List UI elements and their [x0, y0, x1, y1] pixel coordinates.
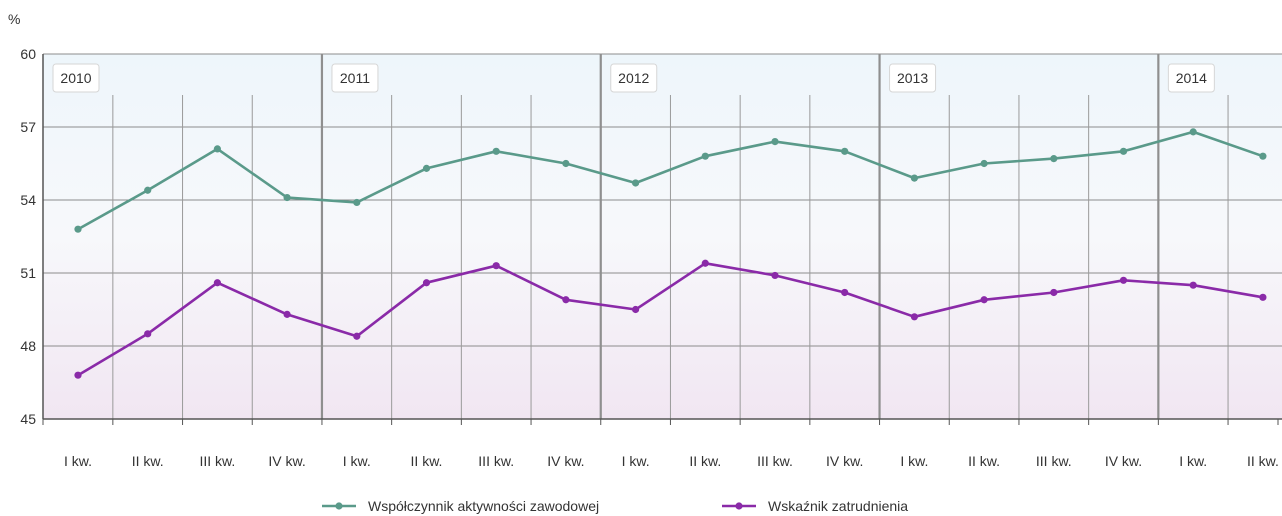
year-label-box	[1167, 63, 1215, 93]
year-label-box	[52, 63, 100, 93]
data-point	[701, 152, 709, 160]
legend-swatch-marker	[735, 502, 743, 510]
legend: Współczynnik aktywności zawodowej Wskaźni…	[322, 498, 908, 514]
y-tick-label: 51	[20, 265, 36, 281]
data-point	[1050, 288, 1058, 297]
data-point	[422, 164, 431, 172]
y-tick-label: 57	[20, 119, 36, 135]
data-point	[841, 288, 849, 297]
data-point	[283, 193, 291, 202]
year-label-box	[331, 63, 379, 93]
data-point	[771, 271, 779, 280]
y-tick-label: 60	[20, 46, 36, 62]
x-tick-label: II kw.	[968, 453, 1000, 469]
x-tick-label: I kw.	[900, 453, 928, 469]
x-tick-label: III kw.	[1036, 453, 1072, 469]
data-point	[562, 296, 570, 304]
data-point	[213, 145, 221, 153]
data-point	[1259, 152, 1267, 160]
y-tick-label: 45	[20, 411, 36, 427]
y-tick-label: 48	[20, 338, 36, 354]
x-tick-label: II kw.	[132, 453, 164, 469]
legend-label: Wskaźnik zatrudnienia	[768, 498, 908, 514]
data-point	[980, 159, 988, 168]
data-point	[74, 225, 82, 233]
y-axis: % 45 48 51 54 57 60	[8, 11, 44, 427]
data-point	[632, 179, 640, 187]
plot-background	[43, 54, 1282, 419]
x-tick-label: I kw.	[1179, 453, 1207, 469]
x-tick-label: II kw.	[411, 453, 443, 469]
grid-lines	[43, 53, 1282, 420]
data-point	[492, 262, 500, 270]
x-tick-label: II kw.	[689, 453, 721, 469]
year-label: 2014	[1176, 70, 1207, 86]
data-point	[1189, 281, 1197, 289]
data-point	[771, 138, 779, 146]
series-line	[77, 261, 1264, 377]
y-tick-label: 54	[20, 192, 36, 208]
data-point	[841, 147, 849, 155]
x-tick-label: IV kw.	[826, 453, 863, 469]
year-label: 2012	[618, 70, 649, 86]
year-label: 2013	[897, 70, 928, 86]
data-point	[1119, 147, 1128, 155]
data-point	[144, 186, 152, 194]
x-tick-label: I kw.	[64, 453, 92, 469]
data-point	[213, 279, 221, 287]
data-point	[562, 159, 570, 168]
data-point	[283, 310, 291, 318]
year-label-box	[610, 63, 658, 93]
x-tick-label: I kw.	[343, 453, 371, 469]
x-tick-label: III kw.	[478, 453, 514, 469]
x-tick-label: III kw.	[757, 453, 793, 469]
year-label-box	[889, 63, 937, 93]
x-tick-label: I kw.	[622, 453, 650, 469]
y-axis-unit: %	[8, 11, 20, 27]
year-label: 2010	[60, 70, 91, 86]
data-point	[1119, 276, 1128, 284]
x-tick-label: III kw.	[200, 453, 236, 469]
year-labels: 2010 2011 2012 2013 2014	[52, 63, 1215, 93]
series-lines	[74, 128, 1267, 379]
year-label: 2011	[340, 70, 370, 86]
data-point	[1050, 155, 1058, 163]
data-point	[632, 305, 640, 314]
legend-swatch-marker	[335, 502, 343, 510]
data-point	[910, 313, 919, 321]
data-point	[144, 330, 152, 338]
data-point	[492, 147, 500, 155]
data-point	[353, 198, 361, 207]
data-point	[422, 279, 431, 287]
data-point	[980, 296, 988, 304]
data-point	[74, 371, 82, 379]
series-line	[77, 130, 1264, 231]
x-tick-label: IV kw.	[268, 453, 305, 469]
data-point	[910, 174, 919, 182]
legend-label: Współczynnik aktywności zawodowej	[368, 498, 599, 514]
data-point	[1259, 293, 1267, 301]
x-tick-label: II kw.	[1247, 453, 1279, 469]
x-tick-label: IV kw.	[1105, 453, 1142, 469]
x-axis: I kw. II kw. III kw. IV kw. I kw. II kw. III k…	[42, 418, 1282, 469]
data-point	[353, 332, 361, 340]
x-tick-label: IV kw.	[547, 453, 584, 469]
data-point	[1189, 128, 1197, 136]
data-point	[701, 259, 709, 267]
